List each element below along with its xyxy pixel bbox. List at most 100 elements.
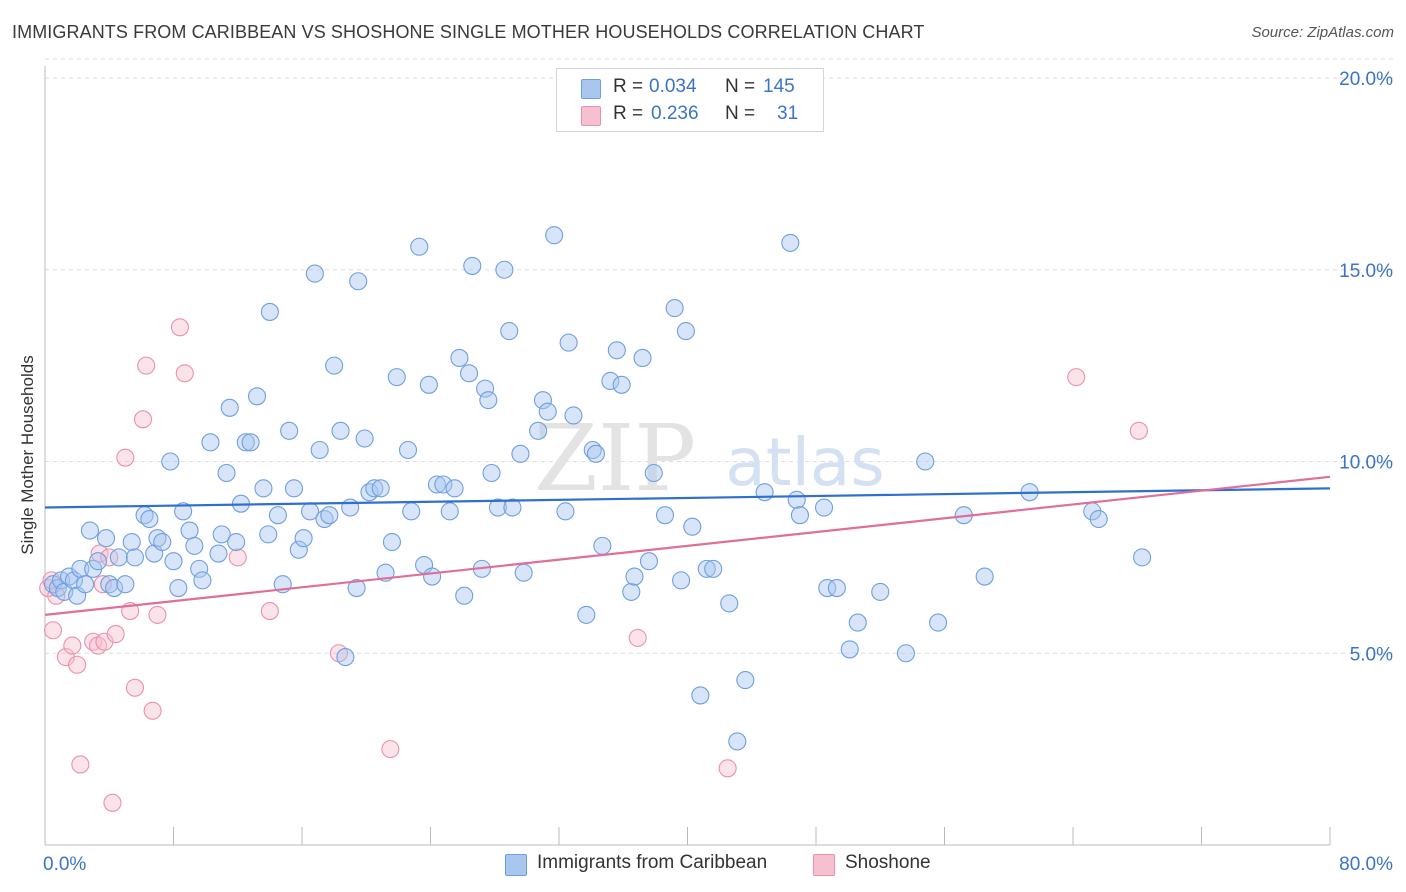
caribbean-point [455,586,474,605]
caribbean-point [398,440,418,460]
shoshone-point [260,602,279,621]
caribbean-point [503,498,522,517]
caribbean-point [174,502,193,521]
shoshone-point [718,759,737,778]
caribbean-point [427,475,446,494]
caribbean-point [450,348,469,368]
caribbean-point [153,532,172,552]
caribbean-point [445,479,464,498]
caribbean-point [180,521,199,540]
bottom-legend-swatch-shoshone [813,854,835,876]
caribbean-point [125,548,144,567]
caribbean-point [247,387,267,406]
caribbean-point [355,429,374,448]
caribbean-point [294,529,313,548]
caribbean-point [336,648,355,667]
watermark-zip: ZIP [534,405,696,512]
caribbean-point [871,582,890,601]
caribbean-point [241,433,260,452]
shoshone-point [103,793,122,812]
y-tick-label: 10.0% [1339,453,1393,474]
caribbean-point [790,506,809,525]
caribbean-point [402,502,421,521]
trend-line-shoshone [44,475,1331,616]
caribbean-point [622,582,641,601]
caribbean-point [88,552,108,571]
caribbean-point [209,544,228,563]
caribbean-point [289,540,308,559]
caribbean-point [612,375,631,394]
chart-title: IMMIGRANTS FROM CARIBBEAN VS SHOSHONE SI… [12,22,925,42]
shoshone-point [137,356,156,375]
caribbean-point [655,506,675,525]
caribbean-point [325,356,344,375]
caribbean-point [697,559,716,578]
legend-r-value: 0.034 [649,76,697,97]
caribbean-point [310,440,329,460]
legend-n-label: N = [725,103,756,124]
shoshone-point [381,740,400,759]
x-tick-label: 0.0% [43,854,86,875]
caribbean-point [1133,548,1152,567]
caribbean-point [593,536,612,555]
caribbean-point [349,272,368,291]
caribbean-point [691,686,710,705]
caribbean-point [331,421,350,440]
caribbean-point [818,579,837,598]
caribbean-point [577,605,596,624]
caribbean-point [683,517,702,536]
caribbean-point [787,490,806,509]
caribbean-point [704,559,723,578]
legend-row-caribbean: R = 0.034 N = 145 [557,73,823,101]
series-shoshone [39,318,1148,812]
caribbean-point [76,575,95,594]
caribbean-point [185,536,204,555]
caribbean-point [586,444,605,463]
caribbean-point [840,640,859,659]
caribbean-point [193,571,212,590]
caribbean-point [122,532,141,552]
caribbean-point [371,479,390,498]
caribbean-point [1089,509,1108,529]
caribbean-point [633,348,652,368]
caribbean-point [781,233,800,252]
shoshone-point [133,410,153,429]
caribbean-point [190,559,209,578]
caribbean-point [410,237,429,256]
caribbean-point [545,226,564,245]
caribbean-point [387,368,406,387]
shoshone-point [106,625,125,644]
stats-legend: R = 0.034 N = 145 R = 0.236 N = 31 [556,68,824,132]
x-tick-label: 80.0% [1339,854,1393,875]
caribbean-point [280,421,299,440]
caribbean-point [975,567,994,586]
shoshone-point [90,544,109,563]
caribbean-point [514,563,533,582]
caribbean-point [476,379,495,398]
caribbean-point [105,579,124,598]
legend-swatch-shoshone [581,106,601,126]
shoshone-point [63,636,82,655]
y-tick-label: 15.0% [1339,261,1393,282]
caribbean-point [896,644,916,663]
caribbean-point [320,506,339,525]
caribbean-point [495,260,514,279]
caribbean-point [220,398,239,417]
legend-r-label: R = [613,103,644,124]
caribbean-point [164,552,183,571]
caribbean-point [440,502,459,521]
caribbean-point [625,567,644,586]
caribbean-point [347,579,366,598]
caribbean-point [601,371,620,391]
watermark-atlas: atlas [725,424,885,501]
caribbean-point [533,391,552,410]
caribbean-point [236,433,255,452]
caribbean-point [736,671,755,690]
axes [44,66,1331,846]
shoshone-point [170,318,189,337]
shoshone-point [68,655,87,674]
caribbean-point [365,479,384,498]
caribbean-point [463,256,482,275]
caribbean-point [341,498,360,517]
shoshone-point [228,548,247,567]
